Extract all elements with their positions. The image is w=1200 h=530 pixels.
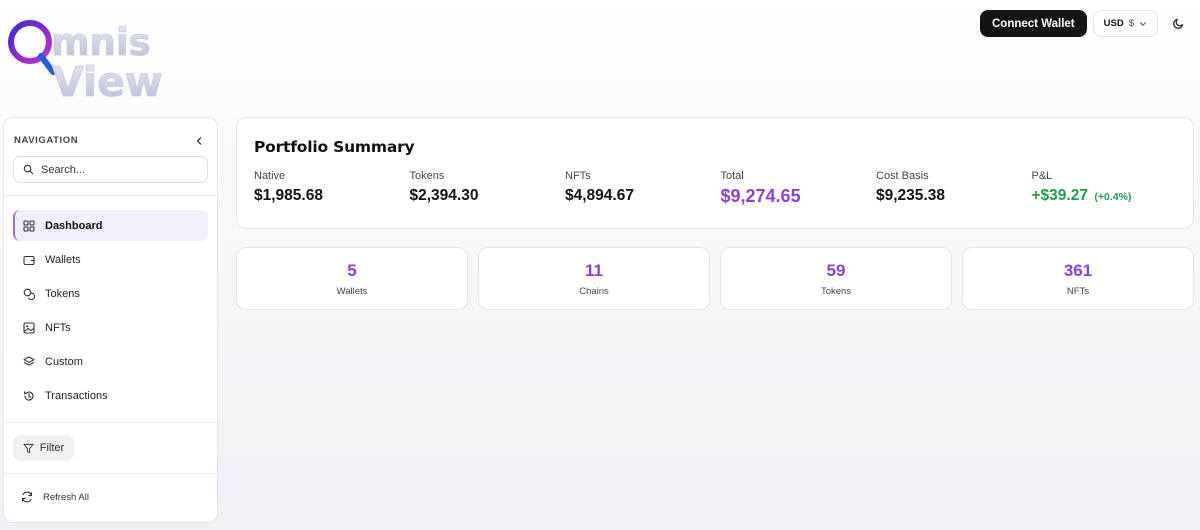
chevron-down-icon (1140, 21, 1146, 26)
refresh-icon (21, 491, 33, 503)
sidebar-divider (4, 195, 217, 196)
stat-card-wallets[interactable]: 5 Wallets (236, 247, 468, 310)
filter-button[interactable]: Filter (13, 435, 74, 461)
sidebar-item-label: Wallets (45, 253, 81, 266)
sidebar-item-label: NFTs (45, 321, 71, 334)
refresh-label: Refresh All (43, 491, 89, 503)
refresh-all-button[interactable]: Refresh All (4, 474, 217, 520)
metric-value: $9,235.38 (876, 187, 945, 204)
metric-nfts: NFTs $4,894.67 (565, 170, 721, 207)
stat-card-nfts[interactable]: 361 NFTs (962, 247, 1194, 310)
metric-total: Total $9,274.65 (721, 170, 877, 207)
pnl-row: +$39.27 (+0.4%) (1032, 187, 1188, 205)
coins-icon (23, 288, 35, 300)
metric-label: P&L (1031, 170, 1053, 182)
history-icon (24, 390, 34, 401)
svg-text:View: View (52, 58, 163, 98)
metric-native: Native $1,985.68 (254, 170, 410, 207)
pnl-percent: (+0.4%) (1094, 191, 1132, 203)
metric-label: Cost Basis (876, 170, 929, 182)
stat-value: 59 (826, 260, 846, 280)
metric-value: $1,985.68 (254, 187, 323, 204)
omnisview-logo: mnis View (4, 8, 164, 98)
sidebar: NAVIGATION Dashboard Wallets (3, 117, 218, 523)
search-field[interactable] (13, 156, 208, 183)
stat-cards: 5 Wallets 11 Chains 59 Tokens 361 NFTs (236, 247, 1194, 310)
sidebar-title: NAVIGATION (14, 135, 79, 146)
metric-label: Tokens (409, 170, 445, 182)
stat-value: 361 (1063, 260, 1093, 280)
sidebar-nav: Dashboard Wallets Tokens NFTs (4, 196, 217, 411)
sidebar-item-custom[interactable]: Custom (13, 346, 208, 377)
stat-card-tokens[interactable]: 59 Tokens (720, 247, 952, 310)
metric-value: +$39.27 (1031, 187, 1088, 204)
svg-text:mnis: mnis (51, 21, 151, 64)
summary-metrics: Native $1,985.68 Tokens $2,394.30 NFTs $… (254, 170, 1187, 207)
stat-value: 5 (347, 260, 357, 280)
sidebar-item-wallets[interactable]: Wallets (13, 244, 208, 275)
filter-label: Filter (39, 442, 65, 454)
sidebar-item-label: Tokens (45, 287, 80, 300)
currency-selector[interactable]: USD $ (1092, 10, 1158, 37)
currency-symbol: $ (1128, 18, 1134, 29)
metric-value: $2,394.30 (409, 187, 479, 204)
search-icon (23, 164, 34, 175)
moon-icon (1172, 18, 1183, 29)
search-input[interactable] (41, 163, 198, 176)
sidebar-item-transactions[interactable]: Transactions (13, 380, 208, 411)
layers-icon (23, 355, 35, 366)
stat-label: Wallets (336, 285, 368, 297)
connect-wallet-button[interactable]: Connect Wallet (980, 10, 1087, 37)
metric-tokens: Tokens $2,394.30 (410, 170, 566, 207)
header-actions: Connect Wallet USD $ (980, 10, 1192, 37)
stat-card-chains[interactable]: 11 Chains (478, 247, 710, 310)
theme-toggle-button[interactable] (1164, 10, 1192, 37)
logo-graphic: mnis View (8, 20, 163, 98)
currency-code: USD (1103, 18, 1124, 29)
metric-label: Native (254, 170, 286, 182)
sidebar-divider (4, 422, 217, 423)
summary-title: Portfolio Summary (254, 138, 415, 156)
stat-label: Tokens (820, 285, 852, 297)
sidebar-header: NAVIGATION (4, 118, 217, 150)
filter-icon (23, 443, 34, 453)
sidebar-item-label: Custom (45, 355, 83, 368)
metric-label: Total (720, 170, 744, 182)
wallet-icon (23, 255, 35, 265)
metric-label: NFTs (565, 170, 591, 182)
stat-label: NFTs (1066, 285, 1090, 297)
portfolio-summary-card: Portfolio Summary Native $1,985.68 Token… (236, 117, 1194, 229)
sidebar-item-tokens[interactable]: Tokens (13, 278, 208, 309)
sidebar-item-label: Transactions (45, 389, 108, 402)
dashboard-grid-icon (23, 219, 35, 232)
sidebar-divider (4, 473, 217, 474)
metric-cost-basis: Cost Basis $9,235.38 (876, 170, 1032, 207)
sidebar-item-nfts[interactable]: NFTs (13, 312, 208, 343)
chevron-left-icon[interactable] (194, 136, 204, 146)
metric-value: $9,274.65 (720, 186, 801, 206)
metric-pnl: P&L +$39.27 (+0.4%) (1032, 170, 1188, 207)
image-icon (23, 321, 35, 334)
metric-value: $4,894.67 (565, 187, 634, 204)
sidebar-item-label: Dashboard (45, 219, 103, 232)
sidebar-item-dashboard[interactable]: Dashboard (13, 210, 208, 241)
stat-value: 11 (585, 260, 603, 280)
stat-label: Chains (579, 285, 609, 297)
